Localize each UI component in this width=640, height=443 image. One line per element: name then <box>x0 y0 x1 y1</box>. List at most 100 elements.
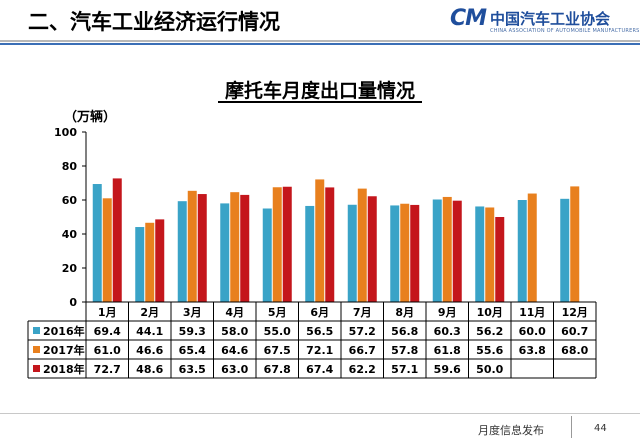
bar-2018年-2月 <box>155 219 165 302</box>
section-title: 二、汽车工业经济运行情况 <box>28 10 280 34</box>
bar-2018年-9月 <box>452 200 462 302</box>
bar-2017年-9月 <box>442 196 452 302</box>
data-label: 46.6 <box>136 344 163 357</box>
bar-2016年-8月 <box>390 205 400 302</box>
bar-2017年-6月 <box>315 179 325 302</box>
data-label: 55.0 <box>264 325 291 338</box>
footer-divider <box>0 413 640 414</box>
data-label: 59.3 <box>179 325 206 338</box>
bar-2017年-8月 <box>400 203 410 302</box>
y-tick-label: 20 <box>62 262 78 275</box>
data-label: 64.6 <box>221 344 248 357</box>
y-tick-label: 40 <box>62 228 78 241</box>
bar-2017年-12月 <box>570 186 580 302</box>
bar-2018年-3月 <box>197 194 207 302</box>
unit-label: （万辆） <box>64 110 117 125</box>
category-label: 5月 <box>268 306 287 319</box>
data-label: 63.8 <box>519 344 546 357</box>
bar-2016年-10月 <box>475 206 485 302</box>
category-label: 11月 <box>519 306 545 319</box>
legend-swatch-2017年 <box>33 346 40 353</box>
category-label: 9月 <box>438 306 457 319</box>
bar-2017年-5月 <box>272 187 282 302</box>
data-label: 59.6 <box>434 363 461 376</box>
data-label: 48.6 <box>136 363 163 376</box>
logo-text: 中国汽车工业协会 <box>490 10 611 28</box>
data-label: 57.1 <box>391 363 418 376</box>
data-label: 66.7 <box>349 344 376 357</box>
bar-2018年-6月 <box>325 187 335 302</box>
logo-mark: CM <box>450 6 487 31</box>
bar-2016年-4月 <box>220 203 230 302</box>
data-label: 60.0 <box>519 325 546 338</box>
data-label: 55.6 <box>476 344 503 357</box>
header-accent-line <box>0 43 640 45</box>
bar-2018年-5月 <box>282 186 292 302</box>
bar-2017年-11月 <box>527 193 537 302</box>
bar-2017年-2月 <box>145 222 155 302</box>
legend-label: 2017年 <box>43 343 85 357</box>
logo-subtitle: CHINA ASSOCIATION OF AUTOMOBILE MANUFACT… <box>490 28 640 34</box>
bar-2016年-7月 <box>347 204 357 302</box>
data-label: 67.5 <box>264 344 291 357</box>
bar-2018年-8月 <box>410 204 420 302</box>
data-label: 44.1 <box>136 325 163 338</box>
y-tick-label: 80 <box>62 160 78 173</box>
slide-header: 二、汽车工业经济运行情况 CM 中国汽车工业协会 CHINA ASSOCIATI… <box>0 0 640 45</box>
data-label: 61.0 <box>94 344 121 357</box>
bar-2018年-10月 <box>495 217 505 302</box>
data-label: 56.2 <box>476 325 503 338</box>
bar-2016年-2月 <box>135 227 145 302</box>
bar-2016年-11月 <box>517 200 527 302</box>
data-label: 61.8 <box>434 344 461 357</box>
category-label: 2月 <box>140 306 159 319</box>
legend-swatch-2016年 <box>33 327 40 334</box>
bar-2017年-10月 <box>485 207 495 302</box>
data-label: 65.4 <box>179 344 206 357</box>
bar-2017年-7月 <box>357 188 367 302</box>
category-label: 10月 <box>477 306 503 319</box>
caam-logo: CM 中国汽车工业协会 CHINA ASSOCIATION OF AUTOMOB… <box>450 4 639 38</box>
header-divider <box>0 40 640 42</box>
data-label: 67.8 <box>264 363 291 376</box>
data-label: 57.2 <box>349 325 376 338</box>
data-label: 68.0 <box>561 344 588 357</box>
category-label: 6月 <box>310 306 329 319</box>
y-tick-label: 60 <box>62 194 78 207</box>
data-label: 60.7 <box>561 325 588 338</box>
bar-2016年-5月 <box>262 208 272 302</box>
category-label: 1月 <box>98 306 117 319</box>
data-label: 72.7 <box>94 363 121 376</box>
data-label: 60.3 <box>434 325 461 338</box>
footer-separator <box>571 416 572 438</box>
category-label: 12月 <box>562 306 588 319</box>
bar-2018年-1月 <box>112 178 122 302</box>
bar-2016年-6月 <box>305 205 315 302</box>
bar-2017年-1月 <box>102 198 112 302</box>
data-label: 72.1 <box>306 344 333 357</box>
chart-title-underline <box>218 101 422 103</box>
category-label: 7月 <box>353 306 372 319</box>
data-label: 58.0 <box>221 325 248 338</box>
bar-2017年-4月 <box>230 192 240 302</box>
data-label: 50.0 <box>476 363 503 376</box>
chart-title: 摩托车月度出口量情况 <box>224 80 415 102</box>
bar-2017年-3月 <box>187 190 197 302</box>
category-label: 8月 <box>395 306 414 319</box>
data-label: 69.4 <box>94 325 121 338</box>
legend-label: 2016年 <box>43 324 85 338</box>
bar-2016年-3月 <box>177 201 187 302</box>
bar-2018年-4月 <box>240 194 250 302</box>
bar-2016年-1月 <box>92 184 102 302</box>
data-label: 63.0 <box>221 363 248 376</box>
bar-2016年-12月 <box>560 198 570 302</box>
y-tick-label: 0 <box>69 296 77 309</box>
footer-label: 月度信息发布 <box>478 424 544 437</box>
data-label: 57.8 <box>391 344 418 357</box>
data-label: 63.5 <box>179 363 206 376</box>
page-number: 44 <box>594 423 607 434</box>
legend-swatch-2018年 <box>33 365 40 372</box>
legend-label: 2018年 <box>43 362 85 376</box>
data-label: 62.2 <box>349 363 376 376</box>
